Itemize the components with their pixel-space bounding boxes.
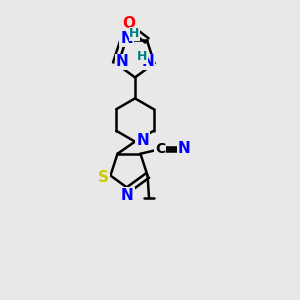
Text: N: N — [116, 54, 129, 69]
Text: H: H — [129, 27, 140, 40]
Text: C: C — [155, 142, 165, 156]
Text: H: H — [137, 50, 148, 63]
Text: S: S — [98, 169, 110, 184]
Text: N: N — [121, 188, 134, 202]
Text: N: N — [141, 54, 154, 69]
Text: N: N — [120, 32, 133, 46]
Text: N: N — [178, 141, 190, 156]
Text: O: O — [122, 16, 136, 31]
Text: N: N — [136, 133, 149, 148]
